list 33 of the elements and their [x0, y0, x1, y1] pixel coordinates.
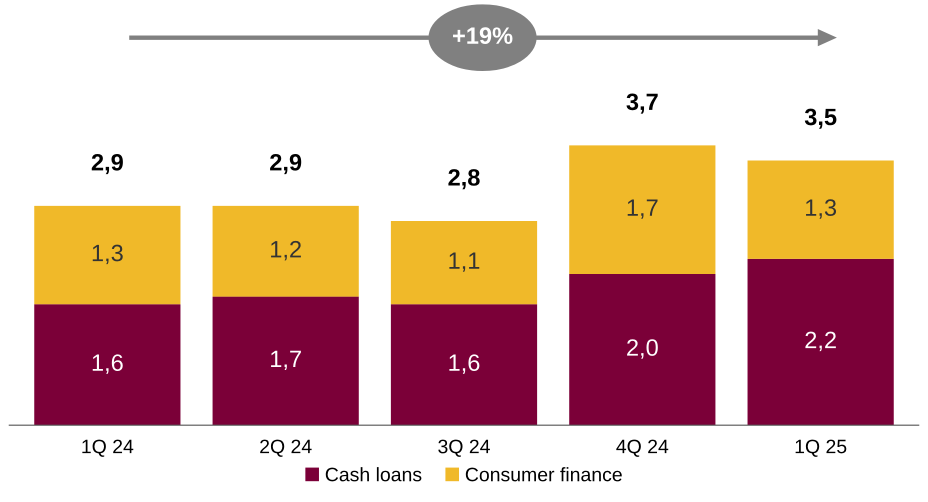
legend-label: Consumer finance — [466, 467, 622, 482]
data-label: 1,6 — [449, 354, 480, 374]
data-label: 1,7 — [628, 200, 658, 219]
data-label: 2,0 — [627, 339, 658, 359]
x-tick-label: 1Q 25 — [796, 440, 846, 457]
data-label: 1,7 — [271, 350, 301, 370]
data-label: 1,6 — [92, 354, 123, 374]
total-label: 2,8 — [448, 169, 480, 190]
bar — [390, 304, 538, 426]
data-label: 2,2 — [805, 332, 836, 352]
data-label: 1,3 — [92, 244, 123, 264]
bar — [748, 160, 894, 259]
bar — [569, 145, 716, 274]
bar — [34, 206, 180, 304]
total-label: 2,9 — [270, 154, 302, 174]
data-label: 1,1 — [449, 252, 480, 272]
total-label: 3,7 — [626, 93, 658, 114]
total-label: 3,5 — [804, 108, 836, 129]
bar — [212, 206, 359, 297]
legend-label: Cash loans — [326, 467, 422, 482]
data-label: 1,3 — [806, 199, 836, 219]
x-tick-label: 1Q 24 — [82, 440, 134, 457]
x-tick-label: 4Q 24 — [616, 440, 668, 457]
bar — [390, 221, 538, 304]
bar — [34, 304, 180, 426]
bar — [569, 274, 716, 426]
text: +19% — [453, 27, 512, 44]
total-label: 2,9 — [92, 154, 123, 174]
x-tick-label: 2Q 24 — [260, 440, 312, 457]
bar — [212, 296, 359, 426]
bar — [748, 258, 894, 426]
x-tick-label: 3Q 24 — [438, 440, 490, 457]
data-label: 1,2 — [271, 240, 301, 260]
